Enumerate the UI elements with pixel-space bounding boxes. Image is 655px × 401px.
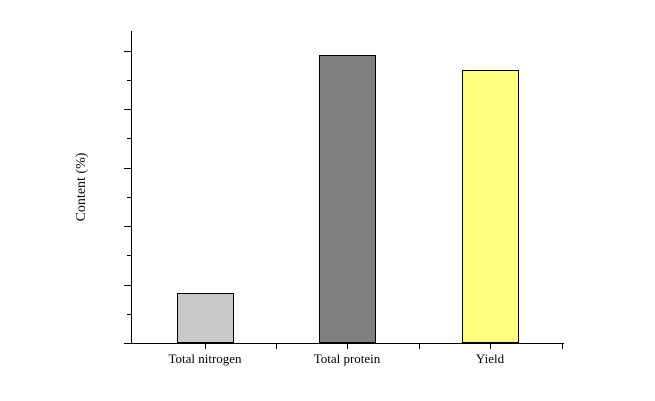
x-category-label: Total protein [313, 351, 381, 366]
y-minor-tick [127, 138, 131, 139]
x-axis-line [131, 343, 564, 344]
bar-total-protein [319, 55, 376, 343]
y-tick-label [78, 160, 120, 176]
y-minor-tick [127, 80, 131, 81]
y-tick-label [78, 335, 120, 351]
bar-total-nitrogen [177, 293, 234, 343]
x-category-label: Total nitrogen [168, 351, 242, 366]
y-major-tick [124, 343, 131, 344]
y-major-tick [124, 285, 131, 286]
y-tick-label [78, 218, 120, 234]
x-category-label: Yield [475, 351, 505, 366]
y-major-tick [124, 168, 131, 169]
x-tick [419, 344, 420, 349]
y-major-tick [124, 226, 131, 227]
bar-yield [462, 70, 519, 343]
x-tick [490, 344, 491, 349]
x-tick [562, 344, 563, 349]
x-tick [205, 344, 206, 349]
y-minor-tick [127, 197, 131, 198]
y-tick-label [78, 277, 120, 293]
y-major-tick [124, 109, 131, 110]
y-major-tick [124, 51, 131, 52]
x-tick [276, 344, 277, 349]
y-axis-line [131, 31, 132, 344]
y-tick-label [78, 43, 120, 59]
y-minor-tick [127, 314, 131, 315]
y-minor-tick [127, 255, 131, 256]
y-tick-label [78, 101, 120, 117]
x-tick [347, 344, 348, 349]
